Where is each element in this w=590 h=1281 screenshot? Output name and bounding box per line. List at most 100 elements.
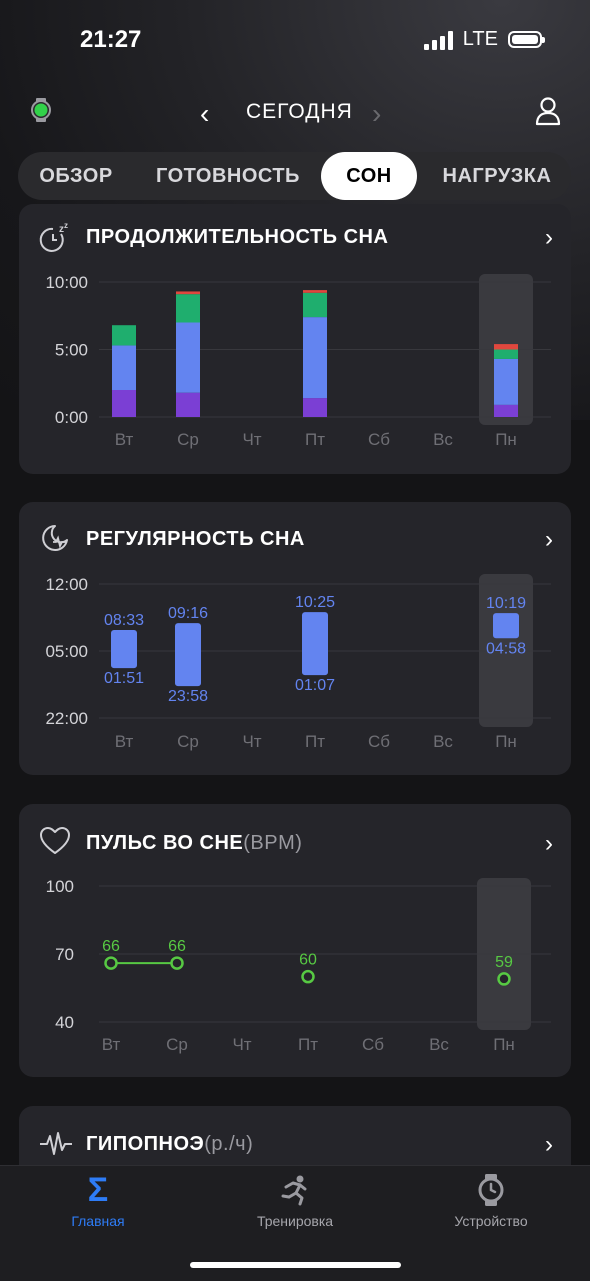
x-tick-label: Чт [242, 732, 261, 751]
date-title: СЕГОДНЯ [246, 100, 353, 123]
pulse-wave-icon [39, 1130, 73, 1163]
bar-segment [303, 398, 327, 417]
bar-segment [176, 294, 200, 323]
x-tick-label: Ср [166, 1035, 188, 1054]
bar-segment [112, 390, 136, 417]
x-tick-label: Пн [493, 1035, 515, 1054]
x-tick-label: Чт [232, 1035, 251, 1054]
sleep-window-bar [111, 630, 137, 669]
data-point [170, 956, 184, 970]
card-title-text: ПУЛЬС ВО СНЕ [86, 832, 244, 854]
prev-day-button[interactable]: ‹ [200, 98, 210, 129]
x-tick-label: Пт [305, 732, 325, 751]
bar-segment [494, 358, 518, 405]
bar-segment [176, 392, 200, 417]
x-tick-label: Вс [429, 1035, 449, 1054]
x-tick-label: Сб [368, 732, 390, 751]
sleep-start-label: 04:58 [486, 640, 526, 657]
x-tick-label: Вс [433, 732, 453, 751]
card-title-unit: (BPM) [243, 832, 303, 854]
segment-tabs: ОБЗОР ГОТОВНОСТЬ СОН НАГРУЗКА [18, 152, 571, 200]
chevron-right-icon[interactable]: › [545, 224, 553, 251]
sleep-window-bar [175, 623, 201, 687]
tab-readiness[interactable]: ГОТОВНОСТЬ [156, 165, 300, 187]
data-label: 66 [168, 938, 186, 955]
sleep-end-label: 08:33 [104, 612, 144, 629]
card-title: РЕГУЛЯРНОСТЬ СНА [86, 528, 305, 550]
bar-segment [176, 291, 200, 295]
network-label: LTE [462, 28, 498, 50]
nav-workout-label: Тренировка [256, 1213, 334, 1229]
bar-segment [303, 317, 327, 399]
nav-home[interactable]: Σ Главная [18, 1173, 178, 1229]
tab-load[interactable]: НАГРУЗКА [442, 165, 552, 187]
sleep-duration-chart: 0:00 5:00 10:00 Вт Ср Чт Пт Сб Вс Пн [45, 273, 551, 449]
bar-segment [176, 322, 200, 393]
svg-text:z: z [64, 222, 68, 230]
tab-overview[interactable]: ОБЗОР [39, 165, 113, 187]
sleep-pulse-card[interactable]: ПУЛЬС ВО СНЕ(BPM) › 40 70 100 66 66 60 59 Вт Ср Ч… [19, 804, 571, 1077]
bar-segment [112, 345, 136, 390]
x-tick-label: Пт [298, 1035, 318, 1054]
x-tick-label: Вт [115, 732, 134, 751]
y-tick-label: 0:00 [55, 408, 88, 427]
y-tick-label: 70 [55, 945, 74, 964]
x-tick-label: Вт [115, 430, 134, 449]
battery-icon [508, 31, 545, 48]
chevron-right-icon[interactable]: › [545, 1131, 553, 1158]
chevron-right-icon[interactable]: › [545, 526, 553, 553]
y-tick-label: 40 [55, 1013, 74, 1032]
heart-icon [39, 826, 71, 861]
data-label: 59 [495, 954, 513, 971]
card-title-unit: (р./ч) [204, 1133, 254, 1155]
tab-sleep[interactable]: СОН [321, 152, 417, 200]
status-time: 21:27 [80, 26, 142, 53]
home-indicator [190, 1262, 401, 1268]
nav-home-label: Главная [71, 1213, 125, 1229]
signal-icon [423, 30, 453, 50]
moon-icon [39, 522, 71, 559]
x-tick-label: Ср [177, 732, 199, 751]
svg-text:z: z [59, 224, 64, 235]
next-day-button[interactable]: › [372, 98, 382, 129]
data-point [497, 972, 511, 986]
card-title: ГИПОПНОЭ(р./ч) [86, 1133, 253, 1156]
x-tick-label: Вс [433, 430, 453, 449]
x-tick-label: Сб [368, 430, 390, 449]
data-point [104, 956, 118, 970]
runner-icon [215, 1173, 375, 1207]
sleep-start-label: 23:58 [168, 688, 208, 705]
sleep-window-bar [493, 613, 519, 639]
nav-workout[interactable]: Тренировка [215, 1173, 375, 1229]
x-tick-label: Пн [495, 430, 517, 449]
x-tick-label: Пн [495, 732, 517, 751]
bar-segment [112, 325, 136, 346]
y-tick-label: 5:00 [55, 341, 88, 360]
x-tick-label: Ср [177, 430, 199, 449]
bar-segment [494, 344, 518, 350]
status-indicators: LTE [423, 28, 545, 51]
data-label: 66 [102, 938, 120, 955]
bar-segment [494, 349, 518, 359]
watch-icon[interactable] [28, 97, 54, 123]
x-tick-label: Пт [305, 430, 325, 449]
sleep-pulse-chart: 40 70 100 66 66 60 59 Вт Ср Чт Пт Сб Вс Пн [46, 877, 551, 1054]
watch-device-icon [411, 1173, 571, 1207]
sleep-regularity-card[interactable]: РЕГУЛЯРНОСТЬ СНА › 22:00 05:00 12:00 08:33 0… [19, 502, 571, 775]
nav-device[interactable]: Устройство [411, 1173, 571, 1229]
x-tick-label: Чт [242, 430, 261, 449]
y-tick-label: 22:00 [45, 709, 88, 728]
y-tick-label: 12:00 [45, 575, 88, 594]
nav-device-label: Устройство [454, 1213, 528, 1229]
card-title: ПРОДОЛЖИТЕЛЬНОСТЬ СНА [86, 226, 389, 248]
profile-icon[interactable] [534, 96, 562, 126]
bar-segment [494, 404, 518, 417]
chevron-right-icon[interactable]: › [545, 830, 553, 857]
y-tick-label: 100 [46, 877, 74, 896]
y-tick-label: 05:00 [45, 642, 88, 661]
bar-segment [303, 292, 327, 318]
sleep-start-label: 01:51 [104, 670, 144, 687]
data-label: 60 [299, 952, 317, 969]
